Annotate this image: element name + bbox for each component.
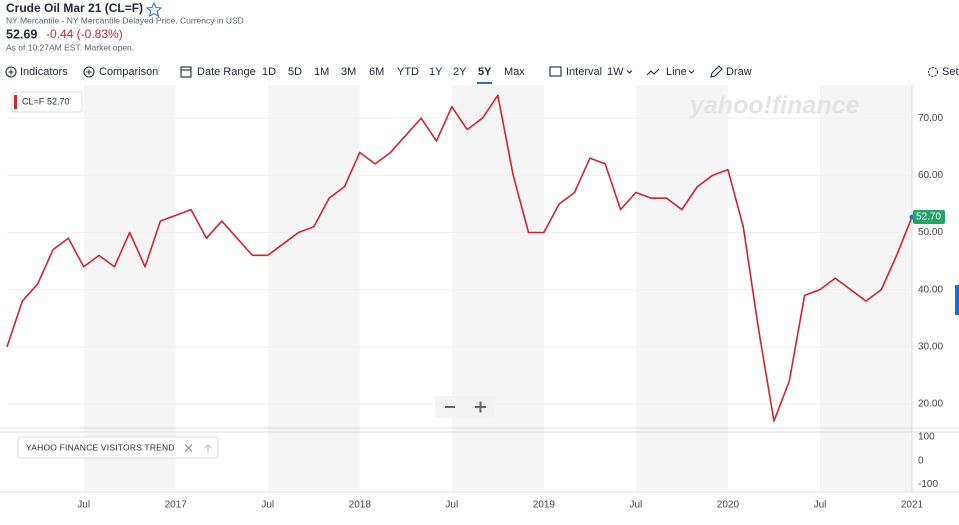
watchlist-star[interactable] <box>145 1 163 18</box>
interval-label[interactable]: Interval <box>566 66 602 78</box>
x-tick-label: 2021 <box>901 500 924 511</box>
range-button[interactable]: 3M <box>341 66 356 78</box>
last-price-tag <box>913 210 945 225</box>
settings-icon <box>927 66 939 78</box>
indicator-title: YAHOO FINANCE VISITORS TREND <box>26 442 175 452</box>
watermark: yahoo!finance <box>688 92 860 120</box>
period-band <box>635 85 728 492</box>
x-tick-label: 2019 <box>533 500 556 511</box>
indicator-tick-label: -100 <box>918 479 938 490</box>
indicator-tick-label: 0 <box>918 455 924 466</box>
interval-value[interactable]: 1W <box>607 66 624 78</box>
indicator-close[interactable] <box>184 444 193 452</box>
range-button[interactable]: 1M <box>314 66 329 78</box>
period-band <box>83 85 176 492</box>
chart-type-button[interactable]: Line <box>666 66 687 78</box>
quote-title: Crude Oil Mar 21 (CL=F) <box>6 1 143 15</box>
price-line <box>6 94 912 422</box>
x-tick-label: 2018 <box>349 500 372 511</box>
legend-swatch <box>14 95 17 109</box>
range-button[interactable]: 5D <box>288 66 302 78</box>
legend-name: CL=F <box>22 96 45 106</box>
y-tick-label: 50.00 <box>918 227 943 238</box>
draw-icon <box>710 65 723 78</box>
line-icon <box>646 68 660 76</box>
x-tick-label: Jul <box>77 500 90 511</box>
settings-button[interactable]: Settings <box>942 66 959 78</box>
range-button[interactable]: 2Y <box>453 66 467 78</box>
x-tick-label: 2020 <box>717 500 740 511</box>
quote-time: As of 10:27AM EST. Market open. <box>6 42 134 52</box>
calendar-icon <box>180 66 192 78</box>
interval-icon <box>549 66 562 77</box>
period-bands <box>83 85 912 492</box>
toolbar: Indicators Comparison Date Range 1D 5D 1… <box>5 65 959 84</box>
quote-change: -0.44 (-0.83%) <box>46 27 123 41</box>
range-button[interactable]: 1D <box>262 66 276 78</box>
date-range-button[interactable]: Date Range <box>197 66 256 78</box>
chevron <box>626 70 633 74</box>
quote-price: 52.69 <box>6 27 37 41</box>
range-button-selected[interactable]: 5Y <box>478 66 492 78</box>
range-button[interactable]: 1Y <box>429 66 443 78</box>
legend-value: 52.70 <box>47 96 70 106</box>
x-tick-label: Jul <box>445 500 458 511</box>
comparison-icon <box>86 69 92 75</box>
x-tick-label: 2017 <box>165 500 188 511</box>
zoom-in[interactable] <box>475 401 486 413</box>
comparison-button[interactable]: Comparison <box>99 66 158 78</box>
selected-underline <box>477 82 492 84</box>
period-band <box>451 85 544 492</box>
range-button[interactable]: Max <box>504 66 525 78</box>
indicators-icon <box>8 69 14 75</box>
period-band <box>267 85 360 492</box>
indicator-up[interactable] <box>204 444 212 452</box>
legend-box <box>11 91 83 113</box>
indicators-icon <box>5 66 17 78</box>
indicator-label-box <box>17 436 219 459</box>
indicator-tick-label: 100 <box>918 432 935 443</box>
range-button[interactable]: YTD <box>397 66 419 78</box>
indicators-button[interactable]: Indicators <box>20 66 68 78</box>
quote-subtitle: NY Mercantile - NY Mercantile Delayed Pr… <box>6 15 244 25</box>
y-tick-label: 60.00 <box>918 170 943 181</box>
x-tick-label: Jul <box>261 500 274 511</box>
comparison-icon <box>83 66 95 78</box>
chevron <box>688 70 695 74</box>
x-tick-label: Jul <box>629 500 642 511</box>
x-tick-label: Jul <box>814 500 827 511</box>
scroll-indicator <box>955 285 959 315</box>
draw-button[interactable]: Draw <box>726 66 752 78</box>
period-band <box>819 85 912 492</box>
y-tick-label: 30.00 <box>918 341 943 352</box>
range-button[interactable]: 6M <box>369 66 384 78</box>
y-tick-label: 40.00 <box>918 284 943 295</box>
axes: Jul 2017 Jul 2018 Jul 2019 Jul 2020 Jul 2021 20.00… <box>77 113 945 511</box>
last-price-label: 52.70 <box>916 212 941 223</box>
y-tick-label: 20.00 <box>918 399 943 410</box>
y-tick-label: 70.00 <box>918 113 943 124</box>
